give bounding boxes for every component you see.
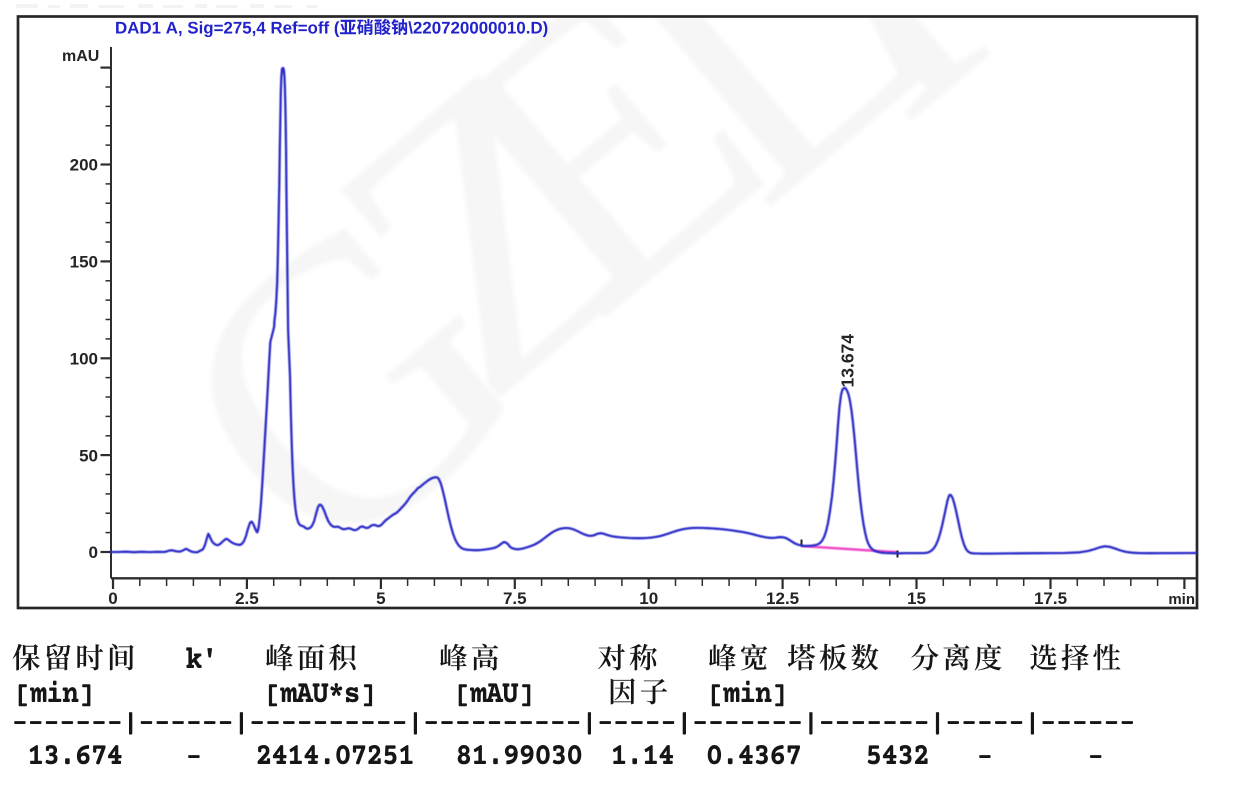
svg-text:mAU: mAU	[62, 48, 99, 65]
svg-text:50: 50	[79, 446, 98, 465]
svg-text:5: 5	[376, 589, 385, 608]
svg-text:17.5: 17.5	[1034, 589, 1067, 608]
svg-text:100: 100	[70, 350, 98, 369]
svg-text:12.5: 12.5	[766, 589, 799, 608]
svg-text:13.674: 13.674	[838, 334, 858, 388]
svg-text:200: 200	[70, 156, 98, 175]
svg-text:0: 0	[89, 543, 98, 562]
svg-text:15: 15	[907, 589, 926, 608]
svg-text:2.5: 2.5	[235, 589, 259, 608]
svg-text:7.5: 7.5	[503, 589, 527, 608]
svg-text:min: min	[1168, 591, 1195, 608]
svg-text:0: 0	[108, 589, 117, 608]
svg-text:150: 150	[70, 253, 98, 272]
svg-text:10: 10	[639, 589, 658, 608]
